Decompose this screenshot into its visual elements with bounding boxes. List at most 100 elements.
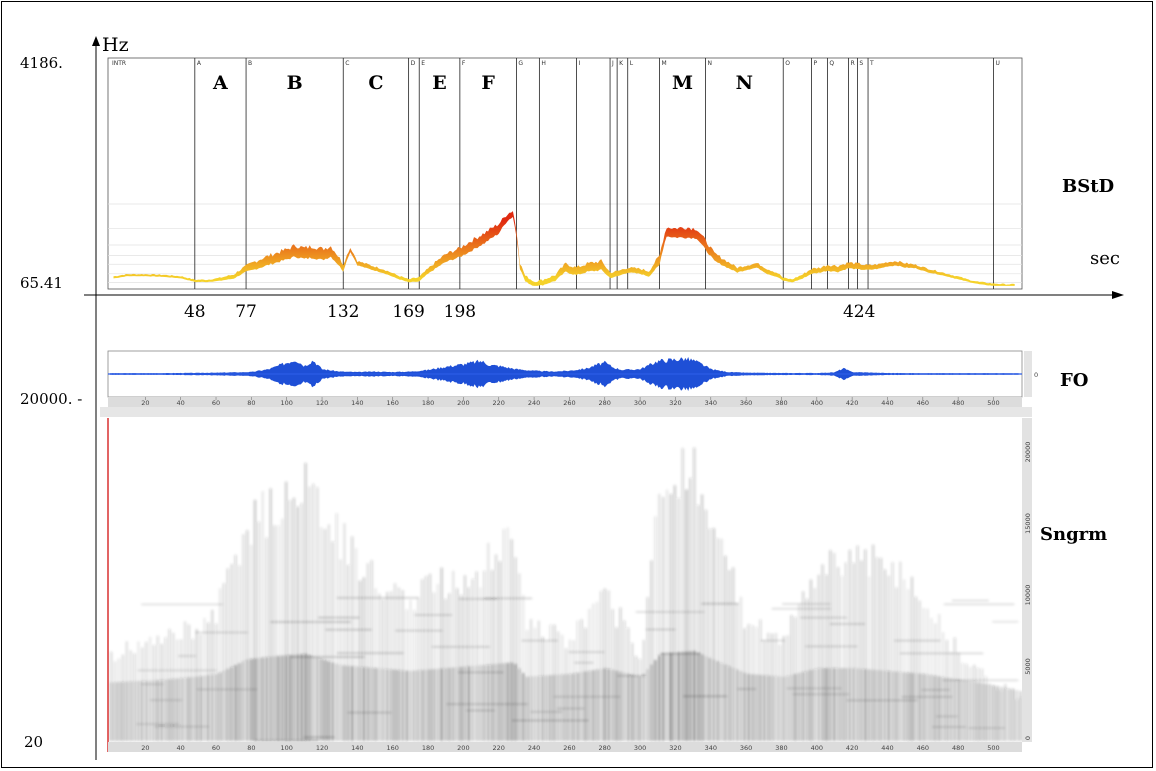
spectrogram-low-band bbox=[988, 684, 991, 741]
spectrogram-tick-label: 20 bbox=[141, 744, 149, 752]
spectrogram-column bbox=[646, 597, 649, 741]
spectrogram-column bbox=[833, 552, 836, 741]
spectrogram-column bbox=[417, 597, 420, 741]
spectrogram-column bbox=[358, 580, 362, 741]
waveform-tick-label: 300 bbox=[634, 399, 646, 407]
segment-label: D bbox=[411, 60, 416, 67]
spectrogram-column bbox=[662, 496, 665, 741]
freq-tick-label: 5000 bbox=[1024, 658, 1032, 675]
spectrogram-low-band bbox=[926, 674, 929, 741]
spectrogram-low-band bbox=[945, 677, 949, 741]
spectrogram-low-band bbox=[805, 670, 809, 741]
spectrogram-low-band bbox=[265, 656, 268, 741]
spectrogram-low-band bbox=[1011, 689, 1015, 741]
spectrogram-low-band bbox=[747, 673, 750, 741]
spectrogram-column bbox=[805, 598, 809, 741]
spectrogram-column bbox=[487, 542, 490, 741]
waveform-tick-label: 200 bbox=[457, 399, 469, 407]
spectrogram-low-band bbox=[386, 668, 389, 741]
waveform-tick-label: 440 bbox=[881, 399, 893, 407]
waveform-tick-label: 460 bbox=[917, 399, 929, 407]
spectrogram-low-band bbox=[930, 675, 933, 741]
spectrogram-low-band bbox=[941, 676, 945, 741]
spectrogram-low-band bbox=[117, 682, 121, 741]
spectrogram-low-band bbox=[844, 668, 848, 741]
spectrogram-column bbox=[809, 579, 813, 741]
spectrogram-column bbox=[409, 599, 412, 741]
spectrogram-low-band bbox=[343, 665, 346, 741]
spectrogram-column bbox=[879, 557, 883, 741]
waveform-tick-label: 500 bbox=[987, 399, 999, 407]
spectrogram-low-band bbox=[576, 672, 579, 741]
section-letter: C bbox=[368, 72, 383, 94]
spectrogram-low-band bbox=[308, 654, 311, 741]
spectrogram-column bbox=[801, 591, 805, 741]
spectrogram-column bbox=[704, 509, 708, 741]
spectrogram-low-band bbox=[525, 676, 529, 741]
spectrogram-column bbox=[899, 561, 902, 741]
spectrogram-tick-label: 40 bbox=[177, 744, 185, 752]
spectrogram-low-band bbox=[288, 654, 292, 741]
spectrogram-low-band bbox=[230, 666, 233, 741]
segment-label: G bbox=[518, 60, 523, 67]
spectrogram-low-band bbox=[339, 665, 342, 741]
y-top-label: 4186. bbox=[20, 54, 63, 72]
spectrogram-low-band bbox=[743, 672, 747, 741]
spectrogram-column bbox=[471, 578, 474, 741]
spectrogram-low-band bbox=[300, 653, 303, 741]
spectrogram-column bbox=[440, 567, 443, 741]
spectrogram-low-band bbox=[273, 656, 276, 741]
spectrogram-column bbox=[669, 493, 673, 741]
spectrogram-low-band bbox=[739, 671, 743, 741]
spectrogram-low-band bbox=[144, 680, 148, 741]
spectrogram-column bbox=[502, 528, 506, 741]
spectrogram-column bbox=[257, 521, 261, 741]
spectrogram-low-band bbox=[712, 659, 715, 741]
spectrogram-low-band bbox=[728, 666, 731, 741]
spectrogram-column bbox=[226, 568, 230, 741]
spectrogram-low-band bbox=[553, 674, 556, 741]
sngrm-label: Sngrm bbox=[1040, 524, 1107, 545]
spectrogram-low-band bbox=[490, 664, 494, 741]
spectrogram-low-band bbox=[218, 672, 222, 741]
spectrogram-low-band bbox=[638, 676, 642, 741]
spectrogram-low-band bbox=[409, 670, 412, 741]
panel-divider bbox=[100, 407, 1032, 417]
spectrogram-column bbox=[490, 570, 494, 741]
spectrogram-low-band bbox=[510, 662, 513, 741]
spectrogram-low-band bbox=[1000, 686, 1003, 741]
spectrogram-tick-label: 80 bbox=[247, 744, 255, 752]
spectrogram-low-band bbox=[673, 652, 677, 741]
spectrogram-low-band bbox=[148, 680, 152, 741]
spectrogram-column bbox=[498, 561, 502, 741]
spectrogram-low-band bbox=[731, 667, 735, 741]
spectrogram-low-band bbox=[417, 670, 420, 741]
waveform-scroll-strip[interactable] bbox=[1024, 351, 1032, 397]
spectrogram-low-band bbox=[825, 668, 828, 741]
spectrogram-low-band bbox=[152, 680, 156, 741]
spectrogram-low-band bbox=[420, 669, 424, 741]
spectrogram-low-band bbox=[650, 664, 653, 741]
spectrogram-tick-label: 140 bbox=[351, 744, 363, 752]
freq-tick-label: 0 bbox=[1024, 736, 1032, 740]
spectrogram-time-ruler bbox=[108, 742, 1022, 752]
waveform-tick-label: 180 bbox=[422, 399, 434, 407]
x-tick-label: 198 bbox=[444, 302, 476, 322]
spectrogram-column bbox=[366, 563, 369, 741]
spectrogram-low-band bbox=[871, 669, 875, 741]
spectrogram-column bbox=[840, 575, 844, 741]
spectrogram-low-band bbox=[755, 674, 758, 741]
spectrogram-low-band bbox=[374, 667, 377, 741]
spectrogram-column bbox=[393, 583, 397, 741]
spectrogram-tick-label: 200 bbox=[457, 744, 469, 752]
spectrogram-low-band bbox=[518, 668, 521, 741]
spectrogram-low-band bbox=[984, 683, 988, 741]
spectrogram-column bbox=[821, 564, 824, 741]
spectrogram-column bbox=[700, 494, 704, 741]
segment-label: N bbox=[707, 60, 712, 67]
spectrogram-column bbox=[316, 487, 319, 741]
spectrogram-tick-label: 240 bbox=[528, 744, 540, 752]
spectrogram-column bbox=[242, 534, 245, 741]
spectrogram-column bbox=[813, 588, 817, 741]
